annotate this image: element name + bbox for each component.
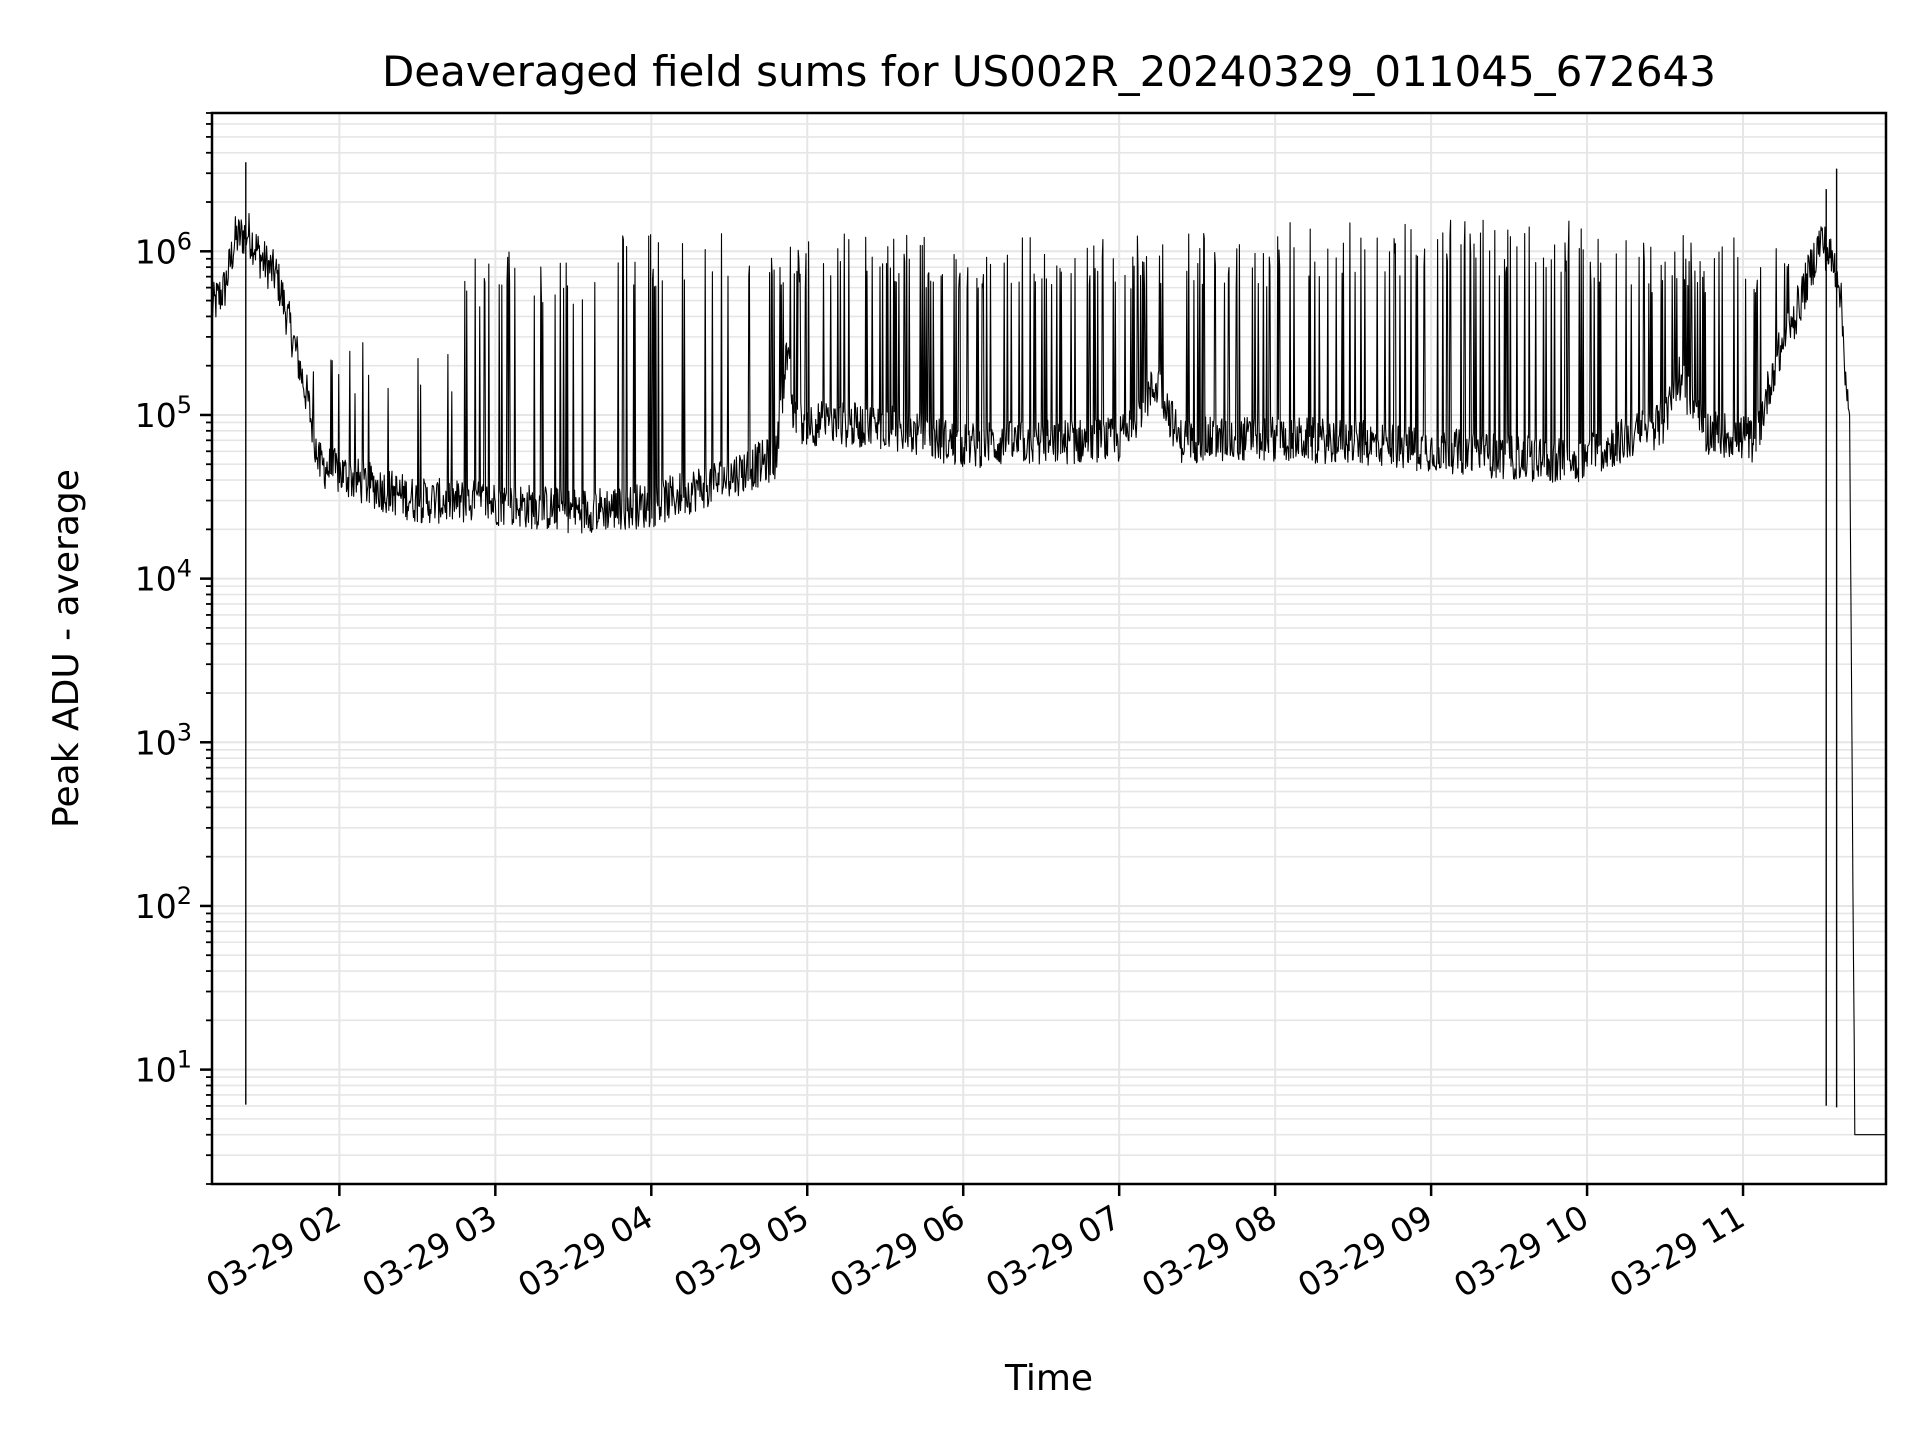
y-tick-label-base: 10 — [135, 560, 177, 599]
chart-title: Deaveraged field sums for US002R_2024032… — [382, 47, 1716, 96]
y-tick-label: 102 — [135, 882, 192, 926]
y-tick-label-base: 10 — [135, 396, 177, 435]
axes-frame — [210, 111, 1888, 1186]
y-tick-label-exponent: 4 — [177, 555, 192, 583]
y-tick-label-exponent: 1 — [177, 1046, 192, 1074]
y-tick-label: 104 — [135, 555, 192, 599]
y-tick-label-exponent: 2 — [177, 882, 192, 910]
y-tick-label: 101 — [135, 1046, 192, 1090]
series-line — [211, 213, 1886, 1136]
series-group — [211, 162, 1886, 1136]
y-tick-label: 106 — [135, 227, 192, 271]
x-axis-label: Time — [1004, 1358, 1093, 1399]
y-tick-label-exponent: 6 — [177, 227, 192, 255]
y-tick-label-base: 10 — [135, 1051, 177, 1090]
y-tick-label: 103 — [135, 718, 192, 762]
y-tick-label-base: 10 — [135, 723, 177, 762]
y-tick-label-base: 10 — [135, 232, 177, 271]
y-tick-label-exponent: 5 — [177, 391, 192, 419]
y-axis-label: Peak ADU - average — [46, 469, 87, 828]
y-tick-label: 105 — [135, 391, 192, 435]
y-tick-label-exponent: 3 — [177, 718, 192, 746]
y-tick-label-base: 10 — [135, 887, 177, 926]
